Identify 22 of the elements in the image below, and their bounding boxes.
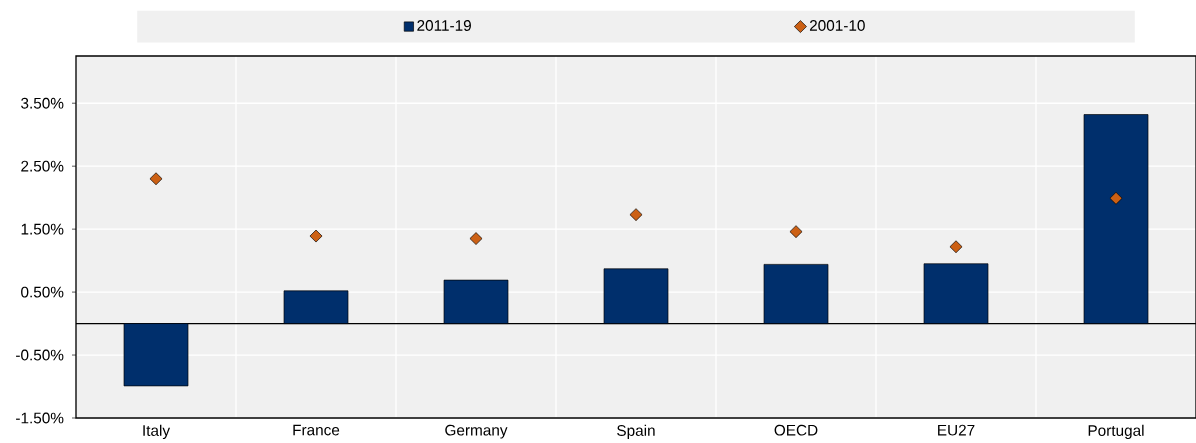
y-tick-label: 2.50% bbox=[21, 160, 64, 172]
point bbox=[149, 172, 163, 186]
y-tick-label: 1.50% bbox=[21, 223, 64, 235]
point bbox=[469, 232, 483, 245]
x-tick-label: France bbox=[293, 424, 340, 436]
y-tick-label: 0.50% bbox=[21, 286, 64, 298]
point bbox=[309, 229, 323, 243]
legend-label: 2001-10 bbox=[809, 20, 865, 31]
point bbox=[789, 225, 803, 238]
x-tick-label: OECD bbox=[774, 424, 818, 436]
point bbox=[629, 208, 643, 221]
x-tick-label: Spain bbox=[617, 424, 655, 439]
x-tick-label: EU27 bbox=[938, 424, 975, 436]
point bbox=[1109, 191, 1123, 205]
x-tick-label: Italy bbox=[143, 424, 171, 439]
legend-label: 2011-19 bbox=[417, 20, 471, 31]
x-tick-label: Germany bbox=[445, 424, 508, 439]
point bbox=[949, 240, 963, 254]
x-tick-label: Portugal bbox=[1088, 424, 1144, 439]
y-tick-label: -1.50% bbox=[16, 412, 64, 424]
y-tick-label: 3.50% bbox=[21, 97, 64, 109]
y-tick-label: -0.50% bbox=[16, 349, 64, 361]
